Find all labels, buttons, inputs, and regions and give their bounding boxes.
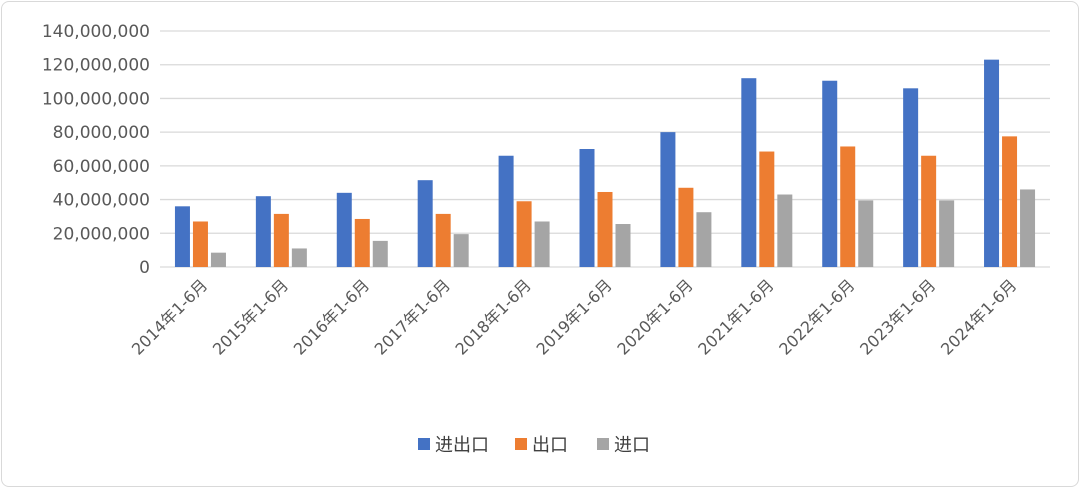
bar-export bbox=[435, 213, 451, 267]
bar-export bbox=[840, 146, 856, 267]
y-tick-label: 100,000,000 bbox=[42, 89, 150, 109]
x-tick-label: 2024年1-6月 bbox=[937, 275, 1020, 358]
x-tick-label: 2014年1-6月 bbox=[128, 275, 211, 358]
y-tick-label: 120,000,000 bbox=[42, 56, 150, 76]
x-tick-label: 2021年1-6月 bbox=[694, 275, 777, 358]
x-tick-label: 2017年1-6月 bbox=[371, 275, 454, 358]
x-tick-label: 2023年1-6月 bbox=[856, 275, 939, 358]
bar-export bbox=[1002, 136, 1018, 267]
legend-label: 出口 bbox=[532, 435, 568, 456]
y-tick-label: 80,000,000 bbox=[53, 123, 150, 143]
bar-total bbox=[336, 192, 352, 267]
bar-total bbox=[984, 59, 1000, 268]
bar-import bbox=[1020, 189, 1036, 267]
legend-label: 进口 bbox=[614, 435, 650, 456]
y-tick-label: 40,000,000 bbox=[53, 191, 150, 211]
gridlines bbox=[160, 30, 1050, 268]
x-tick-label: 2022年1-6月 bbox=[775, 275, 858, 358]
bar-total bbox=[660, 132, 676, 267]
x-tick-label: 2018年1-6月 bbox=[452, 275, 535, 358]
bar-export bbox=[921, 155, 937, 267]
bar-total bbox=[822, 80, 838, 267]
bar-export bbox=[273, 213, 289, 267]
y-tick-label: 0 bbox=[139, 258, 150, 278]
bar-import bbox=[858, 200, 874, 267]
bar-total bbox=[903, 88, 919, 267]
bar-export bbox=[192, 221, 208, 267]
x-tick-label: 2020年1-6月 bbox=[613, 275, 696, 358]
x-tick-label: 2019年1-6月 bbox=[532, 275, 615, 358]
bar-total bbox=[579, 149, 595, 267]
bar-total bbox=[498, 155, 514, 267]
bars bbox=[174, 59, 1036, 268]
bar-import bbox=[372, 240, 388, 267]
bar-total bbox=[174, 206, 190, 267]
bar-import bbox=[291, 248, 307, 267]
bar-export bbox=[516, 201, 532, 267]
bar-import bbox=[453, 234, 469, 267]
bar-import bbox=[615, 224, 631, 267]
bar-total bbox=[741, 78, 757, 267]
bar-import bbox=[534, 221, 550, 267]
legend-swatch bbox=[597, 438, 609, 450]
bar-import bbox=[939, 200, 955, 267]
y-tick-label: 20,000,000 bbox=[53, 224, 150, 244]
y-tick-label: 140,000,000 bbox=[42, 22, 150, 42]
x-axis-ticks: 2014年1-6月2015年1-6月2016年1-6月2017年1-6月2018… bbox=[128, 275, 1020, 358]
bar-total bbox=[417, 180, 433, 267]
y-axis-ticks: 0 20,000,000 40,000,000 60,000,000 80,000,00… bbox=[42, 22, 150, 278]
bar-total bbox=[255, 196, 271, 267]
bar-export bbox=[678, 187, 694, 267]
y-tick-label: 60,000,000 bbox=[53, 157, 150, 177]
bar-export bbox=[354, 218, 370, 267]
bar-export bbox=[759, 151, 775, 267]
legend: 进出口 出口 进口 bbox=[418, 435, 650, 456]
bar-import bbox=[777, 194, 793, 267]
legend-swatch bbox=[515, 438, 527, 450]
bar-import bbox=[210, 252, 226, 267]
legend-swatch bbox=[418, 438, 430, 450]
legend-label: 进出口 bbox=[435, 435, 489, 456]
x-tick-label: 2016年1-6月 bbox=[290, 275, 373, 358]
bar-import bbox=[696, 212, 712, 267]
bar-export bbox=[597, 191, 613, 267]
x-tick-label: 2015年1-6月 bbox=[209, 275, 292, 358]
